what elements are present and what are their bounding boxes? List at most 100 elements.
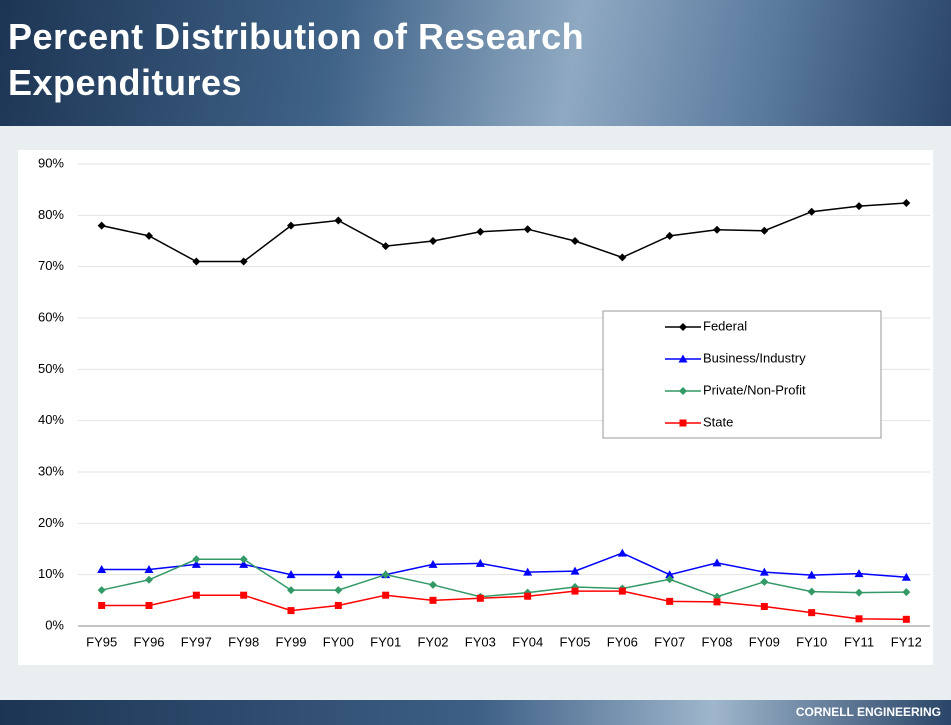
data-point bbox=[429, 237, 437, 245]
data-point bbox=[334, 216, 343, 225]
series-line bbox=[101, 202, 907, 263]
data-point bbox=[239, 555, 248, 564]
data-point bbox=[524, 592, 532, 600]
data-point bbox=[854, 569, 864, 578]
data-point bbox=[98, 601, 106, 609]
x-tick-label: FY97 bbox=[181, 634, 212, 649]
data-point bbox=[145, 575, 153, 584]
data-point bbox=[97, 565, 107, 574]
x-tick-label: FY96 bbox=[133, 634, 164, 649]
data-point bbox=[191, 559, 201, 568]
legend-marker bbox=[679, 387, 687, 395]
slide-title: Percent Distribution of Research Expendi… bbox=[8, 16, 585, 103]
x-tick-label: FY95 bbox=[86, 634, 117, 649]
y-tick-label: 70% bbox=[38, 258, 64, 273]
data-point bbox=[807, 587, 816, 596]
data-point bbox=[617, 548, 627, 557]
data-point bbox=[145, 601, 153, 609]
data-point bbox=[476, 227, 485, 236]
data-point bbox=[523, 567, 533, 576]
legend-label: Business/Industry bbox=[703, 350, 806, 365]
data-point bbox=[334, 601, 342, 609]
x-tick-label: FY08 bbox=[701, 634, 732, 649]
data-point bbox=[665, 575, 674, 584]
x-tick-label: FY03 bbox=[465, 634, 496, 649]
data-point bbox=[523, 225, 532, 234]
x-tick-label: FY10 bbox=[796, 634, 827, 649]
data-point bbox=[902, 199, 911, 208]
y-tick-label: 60% bbox=[38, 309, 64, 324]
x-tick-label: FY99 bbox=[275, 634, 306, 649]
data-point bbox=[902, 588, 911, 597]
x-tick-label: FY11 bbox=[844, 634, 874, 649]
x-tick-label: FY12 bbox=[891, 634, 922, 649]
data-point bbox=[618, 587, 626, 595]
data-point bbox=[287, 221, 295, 230]
data-point bbox=[97, 221, 106, 230]
y-tick-label: 80% bbox=[38, 207, 64, 222]
data-point bbox=[618, 253, 627, 262]
data-point bbox=[808, 609, 816, 617]
legend-marker bbox=[679, 419, 687, 427]
series-line bbox=[101, 590, 907, 621]
legend-marker bbox=[679, 323, 687, 331]
data-point bbox=[334, 586, 343, 595]
data-point bbox=[571, 237, 579, 245]
data-point bbox=[712, 558, 722, 567]
legend-label: Federal bbox=[703, 318, 747, 333]
data-point bbox=[192, 257, 201, 266]
data-point bbox=[760, 226, 769, 235]
x-tick-label: FY02 bbox=[417, 634, 448, 649]
y-tick-label: 50% bbox=[38, 361, 64, 376]
data-point bbox=[381, 242, 390, 251]
y-tick-label: 40% bbox=[38, 412, 64, 427]
data-point bbox=[713, 225, 721, 234]
data-point bbox=[665, 570, 675, 579]
data-point bbox=[429, 596, 437, 604]
data-point bbox=[239, 559, 249, 568]
data-point bbox=[144, 565, 154, 574]
data-point bbox=[192, 591, 200, 599]
data-point bbox=[476, 594, 484, 602]
data-point bbox=[760, 602, 768, 610]
data-point bbox=[760, 577, 769, 586]
y-tick-label: 90% bbox=[38, 155, 64, 170]
data-point bbox=[759, 567, 769, 576]
data-point bbox=[192, 555, 201, 564]
data-point bbox=[713, 598, 721, 606]
data-point bbox=[239, 257, 248, 266]
legend-marker bbox=[678, 354, 688, 363]
legend-label: Private/Non-Profit bbox=[703, 382, 806, 397]
legend-box bbox=[602, 310, 882, 439]
data-point bbox=[97, 586, 106, 595]
data-point bbox=[571, 587, 579, 595]
series-line bbox=[101, 558, 907, 598]
y-tick-label: 10% bbox=[38, 566, 64, 581]
data-point bbox=[287, 586, 295, 595]
data-point bbox=[287, 607, 295, 615]
x-tick-label: FY04 bbox=[512, 634, 543, 649]
data-point bbox=[901, 572, 911, 581]
data-point bbox=[475, 558, 485, 567]
data-point bbox=[855, 588, 863, 597]
data-point bbox=[666, 597, 674, 605]
data-point bbox=[855, 202, 863, 211]
data-point bbox=[240, 591, 248, 599]
header: Percent Distribution of Research Expendi… bbox=[0, 0, 951, 126]
data-point bbox=[807, 207, 816, 216]
x-tick-label: FY06 bbox=[607, 634, 638, 649]
chart: 0% 10% 20% 30% 40% 50% 60% 70% 80% 90% FY95 FY96 FY9… bbox=[18, 150, 933, 665]
x-tick-label: FY07 bbox=[654, 634, 685, 649]
y-tick-label: 0% bbox=[45, 617, 64, 632]
data-point bbox=[429, 580, 437, 589]
y-tick-label: 30% bbox=[38, 463, 64, 478]
data-point bbox=[381, 570, 390, 579]
legend-label: State bbox=[703, 414, 733, 429]
data-point bbox=[807, 570, 817, 579]
data-point bbox=[665, 231, 674, 240]
data-point bbox=[855, 615, 863, 623]
brand: CORNELL ENGINEERING bbox=[795, 705, 941, 719]
data-point bbox=[902, 615, 910, 623]
data-point bbox=[428, 559, 438, 568]
x-tick-label: FY09 bbox=[749, 634, 780, 649]
